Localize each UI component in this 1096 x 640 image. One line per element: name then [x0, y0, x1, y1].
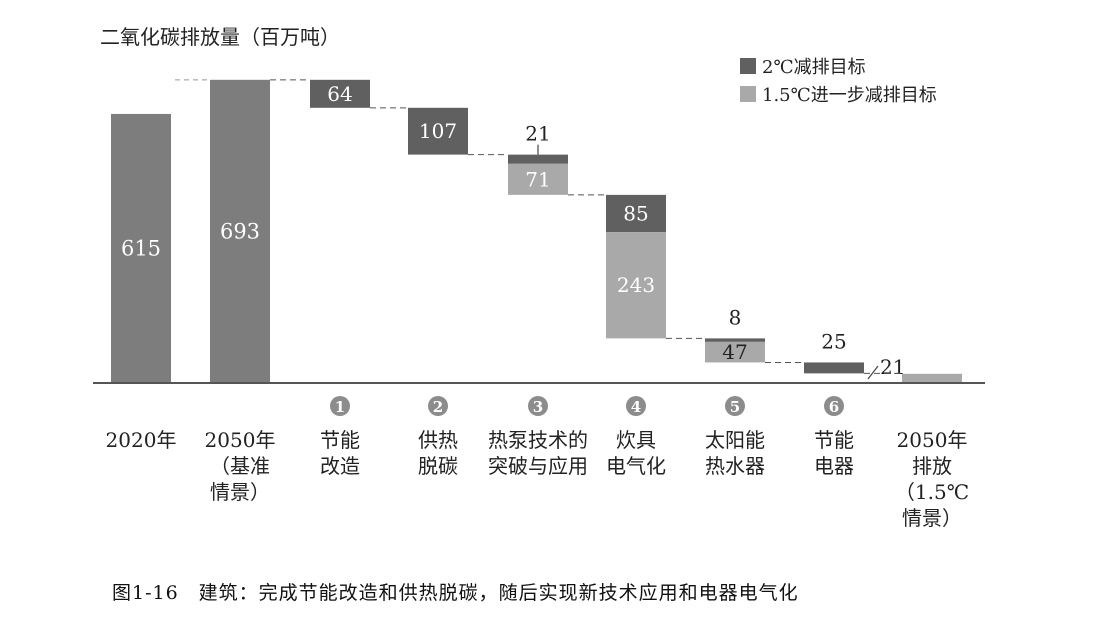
bar-label-15c-5: 243 — [617, 273, 655, 297]
bar-15c-5 — [606, 232, 666, 339]
x-tick-label-6-1: 热水器 — [705, 454, 765, 478]
x-tick-label-3-1: 脱碳 — [418, 454, 458, 478]
step-marker-2: 2 — [433, 398, 443, 416]
bar-label-15c-6: 47 — [722, 340, 747, 364]
x-tick-label-4-0: 热泵技术的 — [488, 428, 588, 452]
step-marker-circle-1 — [330, 396, 350, 416]
step-marker-circle-2 — [428, 396, 448, 416]
step-marker-circle-5 — [725, 396, 745, 416]
bar-2c-7 — [804, 362, 864, 374]
step-marker-1: 1 — [335, 398, 345, 416]
x-tick-label-2-1: 改造 — [320, 454, 360, 478]
bar-15c-4 — [508, 163, 568, 195]
bar-label-2c-3: 107 — [419, 119, 457, 143]
x-tick-label-8-2: （1.5℃ — [895, 480, 969, 504]
x-tick-label-0-0: 2020年 — [106, 428, 177, 452]
legend-swatch-1 — [740, 58, 756, 74]
x-tick-label-8-1: 排放 — [912, 454, 952, 478]
step-marker-circle-3 — [528, 396, 548, 416]
step-marker-6: 6 — [829, 398, 839, 416]
bar-label-2c-4: 21 — [525, 122, 550, 146]
x-tick-label-8-3: 情景） — [902, 506, 962, 530]
bar-total-0 — [111, 113, 171, 383]
x-tick-label-4-1: 突破与应用 — [488, 454, 588, 478]
x-tick-label-5-1: 电气化 — [606, 454, 666, 478]
bar-label-2c-2: 64 — [327, 82, 352, 106]
legend-swatch-2 — [740, 86, 756, 102]
leader-line-final — [867, 365, 879, 380]
legend-label-1: 2℃减排目标 — [762, 57, 866, 78]
legend-label-2: 1.5℃进一步减排目标 — [762, 85, 937, 106]
x-tick-label-8-0: 2050年 — [897, 428, 968, 452]
bar-total-8 — [902, 373, 962, 383]
x-tick-label-7-1: 电器 — [814, 454, 854, 478]
bar-2c-3 — [408, 107, 468, 155]
step-marker-circle-6 — [824, 396, 844, 416]
bar-total-1 — [210, 79, 270, 383]
step-marker-5: 5 — [730, 398, 740, 416]
bar-label-2c-7: 25 — [821, 329, 846, 353]
x-tick-label-7-0: 节能 — [814, 428, 854, 452]
bar-2c-6 — [705, 338, 765, 342]
bar-label-15c-4: 71 — [525, 167, 550, 191]
x-tick-label-6-0: 太阳能 — [705, 428, 765, 452]
x-tick-label-1-2: 情景） — [210, 480, 270, 504]
bar-2c-2 — [310, 79, 370, 108]
x-tick-label-2-0: 节能 — [320, 428, 360, 452]
x-tick-label-1-1: （基准 — [210, 454, 270, 478]
chart-title: 二氧化碳排放量（百万吨） — [100, 25, 340, 49]
bar-2c-4 — [508, 154, 568, 164]
bar-label-total-0: 615 — [121, 236, 161, 260]
step-marker-4: 4 — [631, 398, 641, 416]
bar-2c-5 — [606, 194, 666, 233]
step-marker-circle-4 — [626, 396, 646, 416]
bar-label-total-1: 693 — [220, 219, 260, 243]
step-marker-3: 3 — [533, 398, 543, 416]
x-tick-label-5-0: 炊具 — [616, 428, 656, 452]
bar-15c-6 — [705, 341, 765, 363]
bar-label-2c-6: 8 — [729, 305, 742, 329]
figure-caption: 图1-16 建筑：完成节能改造和供热脱碳，随后实现新技术应用和电器电气化 — [112, 582, 799, 604]
bar-label-2c-5: 85 — [623, 201, 648, 225]
x-tick-label-3-0: 供热 — [418, 428, 458, 452]
bar-label-total-8: 21 — [880, 355, 905, 379]
x-tick-label-1-0: 2050年 — [205, 428, 276, 452]
